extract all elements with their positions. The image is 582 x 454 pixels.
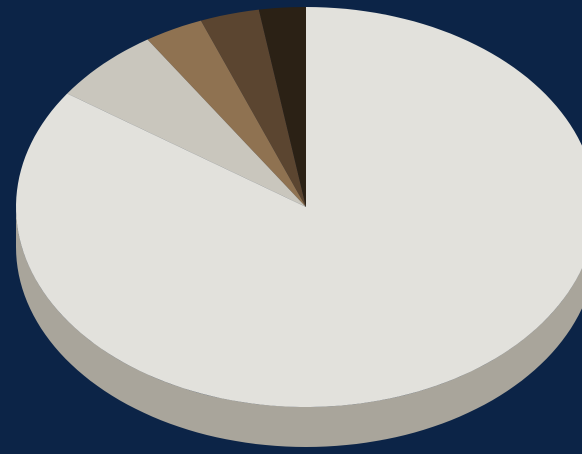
pie-slice-side-1 [16,207,582,447]
pie-slice-1 [16,7,582,407]
pie-slice-4 [200,9,306,207]
pie-slice-5 [258,7,306,207]
pie-slice-2 [67,39,307,207]
pie-top-layer [16,7,582,407]
pie-slice-3 [147,20,306,208]
pie-side-layer [16,207,582,447]
